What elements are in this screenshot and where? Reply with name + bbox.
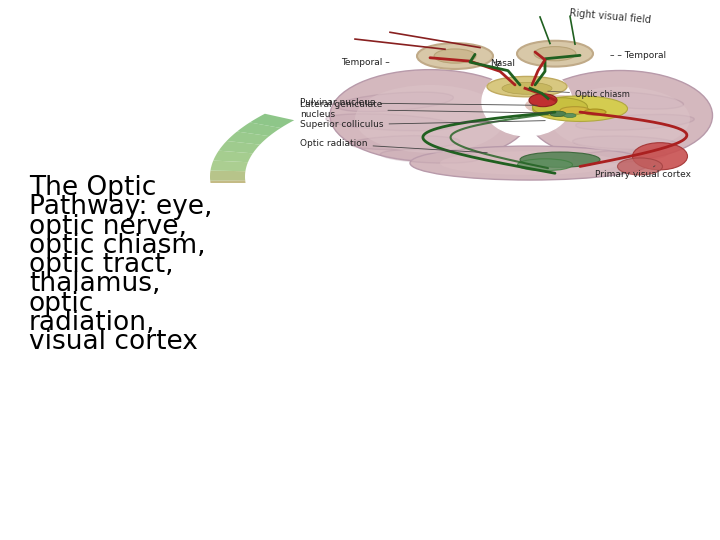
Ellipse shape (618, 158, 662, 175)
Ellipse shape (502, 83, 552, 94)
Wedge shape (210, 160, 248, 171)
Ellipse shape (528, 71, 713, 160)
Ellipse shape (550, 86, 690, 151)
Ellipse shape (482, 68, 572, 136)
Text: Superior colliculus: Superior colliculus (300, 120, 545, 130)
Wedge shape (210, 171, 246, 181)
Ellipse shape (576, 114, 694, 130)
Ellipse shape (350, 136, 460, 150)
Text: – – Temporal: – – Temporal (610, 51, 666, 59)
Text: Optic radiation: Optic radiation (300, 139, 487, 153)
Ellipse shape (573, 150, 667, 163)
Ellipse shape (577, 91, 683, 109)
Text: visual cortex: visual cortex (29, 329, 198, 355)
Wedge shape (217, 198, 258, 211)
Ellipse shape (518, 159, 572, 171)
Wedge shape (225, 207, 267, 220)
Text: optic chiasm,: optic chiasm, (29, 233, 205, 259)
Text: Primary visual cortex: Primary visual cortex (595, 166, 691, 179)
Ellipse shape (529, 94, 557, 107)
Text: Pulvinar nucleus: Pulvinar nucleus (300, 98, 537, 107)
Text: The Optic: The Optic (29, 175, 156, 201)
Ellipse shape (572, 136, 678, 149)
Wedge shape (235, 215, 278, 229)
Ellipse shape (560, 107, 590, 114)
Wedge shape (210, 180, 247, 191)
Text: Lateral geniculate
nucleus: Lateral geniculate nucleus (300, 100, 552, 119)
Ellipse shape (440, 151, 620, 175)
Text: Left visual field: Left visual field (333, 0, 407, 56)
Circle shape (550, 111, 566, 117)
Wedge shape (250, 114, 294, 128)
Wedge shape (213, 151, 253, 162)
Ellipse shape (410, 146, 650, 180)
Ellipse shape (525, 95, 595, 116)
Wedge shape (237, 123, 281, 136)
Circle shape (434, 49, 476, 63)
Text: Pathway: eye,: Pathway: eye, (29, 194, 212, 220)
Ellipse shape (632, 143, 688, 170)
Text: optic tract,: optic tract, (29, 252, 174, 278)
Circle shape (564, 113, 576, 118)
Ellipse shape (326, 114, 454, 131)
Wedge shape (219, 141, 260, 153)
Wedge shape (279, 239, 323, 254)
Ellipse shape (584, 109, 606, 115)
Text: optic: optic (29, 291, 94, 317)
Circle shape (517, 40, 593, 66)
Wedge shape (227, 132, 269, 145)
Circle shape (417, 43, 493, 69)
Text: Optic chiasm: Optic chiasm (548, 90, 630, 99)
Ellipse shape (355, 85, 505, 153)
Text: optic nerve,: optic nerve, (29, 214, 186, 240)
Ellipse shape (330, 70, 530, 161)
Wedge shape (212, 190, 252, 201)
Wedge shape (261, 232, 307, 246)
Ellipse shape (337, 92, 454, 112)
Ellipse shape (533, 96, 628, 122)
Text: Right visual field: Right visual field (569, 9, 651, 25)
Text: Temporal –: Temporal – (341, 58, 390, 68)
Text: Nasal: Nasal (490, 59, 516, 69)
Circle shape (534, 46, 576, 61)
Ellipse shape (520, 152, 600, 167)
Text: radiation,: radiation, (29, 310, 156, 336)
Ellipse shape (533, 98, 588, 116)
Wedge shape (247, 224, 292, 238)
Ellipse shape (380, 150, 480, 163)
Text: thalamus,: thalamus, (29, 272, 161, 298)
Ellipse shape (487, 77, 567, 97)
